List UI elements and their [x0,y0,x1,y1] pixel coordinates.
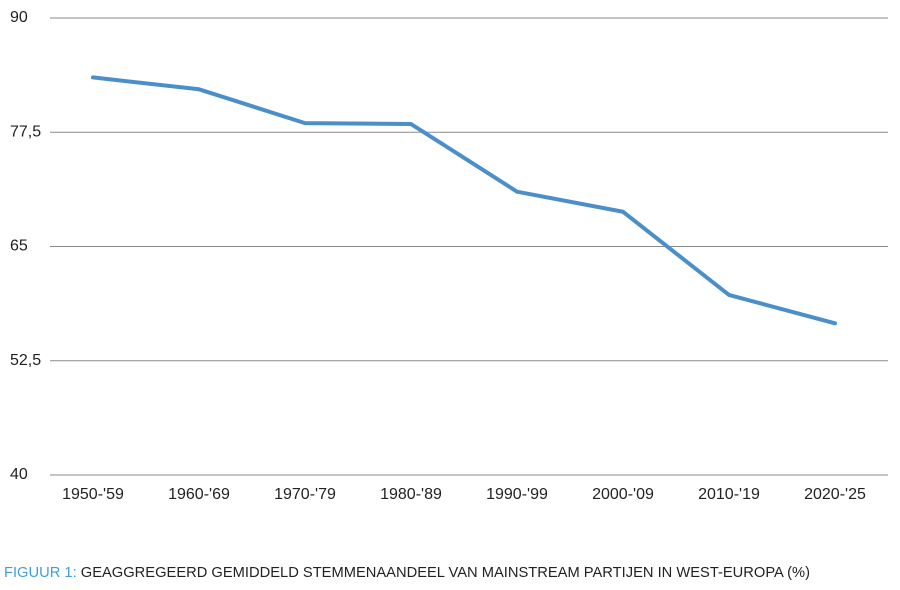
x-tick-label: 1950-'59 [62,486,124,503]
x-tick-label: 2010-'19 [698,486,760,503]
x-tick-label: 1970-'79 [274,486,336,503]
x-tick-label: 1980-'89 [380,486,442,503]
x-tick-label: 2000-'09 [592,486,654,503]
chart-title: GEAGGREGEERD GEMIDDELD STEMMENAANDEEL VA… [81,564,810,581]
x-tick-label: 1960-'69 [168,486,230,503]
y-tick-label: 65 [10,238,28,255]
y-tick-label: 52,5 [10,352,41,369]
y-tick-label: 77,5 [10,123,41,140]
y-tick-label: 90 [10,9,28,26]
y-tick-label: 40 [10,466,28,483]
line [91,75,837,326]
x-tick-label: 2020-'25 [804,486,866,503]
caption-label: FIGUUR 1: [4,564,77,581]
x-tick-label: 1990-'99 [486,486,548,503]
caption: FIGUUR 1: GEAGGREGEERD GEMIDDELD STEMMEN… [4,564,810,581]
